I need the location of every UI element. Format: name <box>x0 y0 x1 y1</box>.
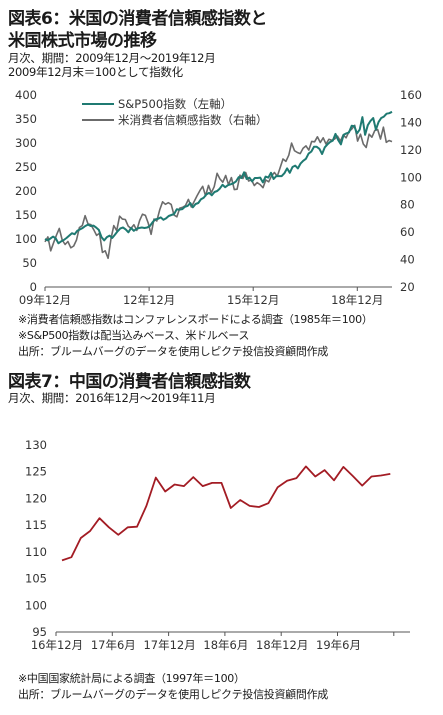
legend-label-confidence: 米消費者信頼感指数（右軸） <box>118 113 268 127</box>
chart1-y-left-tick-label: 250 <box>15 160 37 174</box>
chart2-subtitle: 月次、期間：2016年12月～2019年11月 <box>8 391 216 405</box>
chart1-plot: 0 50 100 150 200 250 300 350 400 20 40 60 80 100 120 14… <box>15 88 422 307</box>
chart1-y-right-tick-label: 160 <box>400 88 422 102</box>
chart1-x-tick-label: 15年12月 <box>227 293 279 307</box>
chart2-y-tick-label: 110 <box>25 545 47 559</box>
chart2-y-tick-label: 115 <box>25 518 47 532</box>
chart2-x-tick-label: 17年12月 <box>143 638 195 652</box>
chart1-y-left-tick-label: 100 <box>15 232 37 246</box>
chart1-y-right-tick-label: 140 <box>400 115 422 129</box>
chart1-y-left-tick-label: 50 <box>22 256 37 270</box>
chart2-y-tick-label: 100 <box>25 598 47 612</box>
chart1-y-left-tick-label: 400 <box>15 88 37 102</box>
chart2-y-tick-label: 125 <box>25 465 47 479</box>
chart2-x-tick-label: 16年12月 <box>31 638 83 652</box>
sp500-line <box>44 110 393 245</box>
chart2-x-tick-label: 18年12月 <box>256 638 308 652</box>
chart1-y-left-tick-label: 0 <box>30 280 37 294</box>
chart1-note-1: ※消費者信頼感指数はコンファレンスボードによる調査（1985年＝100） <box>18 313 373 326</box>
chart1-y-right-tick-label: 120 <box>400 143 422 157</box>
chart1-note-3: 出所：ブルームバーグのデータを使用しピクテ投信投資顧問作成 <box>18 345 328 358</box>
chart2-x-tick-label: 17年6月 <box>91 638 136 652</box>
chart1-legend: S&P500指数（左軸） 米消費者信頼感指数（右軸） <box>82 97 268 127</box>
chart2-note-1: ※中国国家統計局による調査（1997年＝100） <box>18 672 245 685</box>
chart1-y-right-tick-label: 100 <box>400 170 422 184</box>
chart1-y-left-tick-label: 300 <box>15 136 37 150</box>
chart1-y-left-tick-label: 350 <box>15 112 37 126</box>
chart1-y-right-tick-label: 60 <box>400 225 415 239</box>
chart1-subtitle-line2: 2009年12月末＝100として指数化 <box>8 65 183 79</box>
chart1-note-2: ※S&P500指数は配当込みベース、米ドルベース <box>18 329 250 342</box>
chart1-y-left-tick-label: 200 <box>15 184 37 198</box>
chart1-y-right-tick-label: 20 <box>400 280 415 294</box>
chart1-x-tick-label: 12年12月 <box>123 293 175 307</box>
chart1-x-tick-label: 09年12月 <box>19 293 71 307</box>
chart2-y-tick-label: 105 <box>25 572 47 586</box>
chart2-x-tick-label: 19年6月 <box>316 638 361 652</box>
chart1-y-left-tick-label: 150 <box>15 208 37 222</box>
china-confidence-line <box>61 465 391 562</box>
chart2-note-2: 出所：ブルームバーグのデータを使用しピクテ投信投資顧問作成 <box>18 688 328 701</box>
chart2-title: 図表7：中国の消費者信頼感指数 <box>8 372 251 392</box>
chart1-subtitle-line1: 月次、期間：2009年12月～2019年12月 <box>8 51 216 65</box>
chart2-y-tick-label: 120 <box>25 491 47 505</box>
legend-label-sp500: S&P500指数（左軸） <box>118 97 232 111</box>
chart1-title-line1: 図表6：米国の消費者信頼感指数と <box>8 9 267 29</box>
chart2-y-tick-label: 95 <box>32 625 47 639</box>
chart1-y-right-tick-label: 40 <box>400 253 415 267</box>
chart1-x-tick-label: 18年12月 <box>331 293 383 307</box>
chart1-title-line2: 米国株式市場の推移 <box>8 31 157 51</box>
chart2-y-tick-label: 130 <box>25 438 47 452</box>
chart2-x-tick-label: 18年6月 <box>203 638 248 652</box>
chart1-y-right-tick-label: 80 <box>400 198 415 212</box>
